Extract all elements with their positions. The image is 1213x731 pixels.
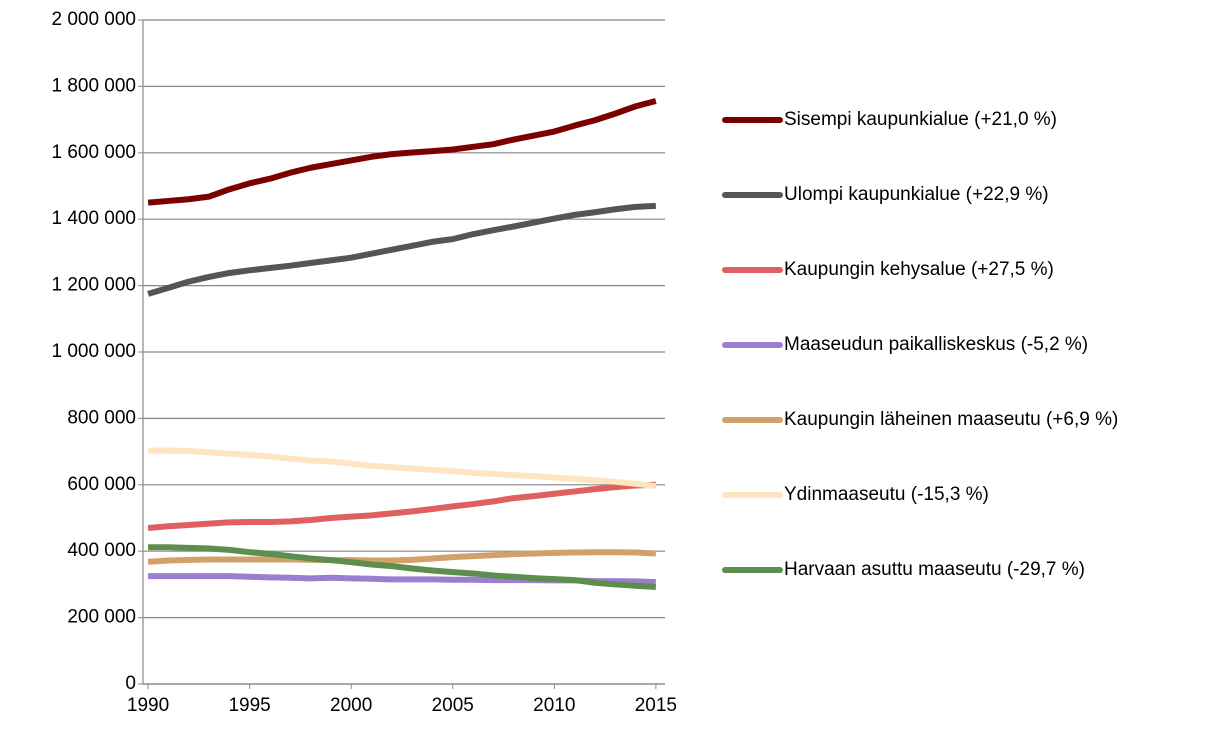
y-tick-label: 800 000	[67, 407, 136, 428]
y-tick-label: 1 600 000	[51, 142, 136, 163]
y-tick-label: 600 000	[67, 474, 136, 495]
x-tick-label: 2000	[330, 695, 372, 716]
legend-label: Ydinmaaseutu (-15,3 %)	[784, 484, 989, 505]
x-tick-label: 2010	[533, 695, 575, 716]
series-line	[147, 98, 657, 206]
y-tick-label: 1 800 000	[51, 75, 136, 96]
series-line	[147, 481, 656, 531]
y-tick-label: 1 000 000	[51, 341, 136, 362]
legend-label: Kaupungin läheinen maaseutu (+6,9 %)	[784, 409, 1118, 430]
y-tick-label: 400 000	[67, 540, 136, 561]
y-tick-label: 0	[125, 673, 136, 694]
y-tick-label: 1 200 000	[51, 275, 136, 296]
x-tick-label: 1995	[228, 695, 270, 716]
legend-label: Kaupungin kehysalue (+27,5 %)	[784, 259, 1054, 280]
legend-label: Harvaan asuttu maaseutu (-29,7 %)	[784, 559, 1085, 580]
x-tick-label: 1990	[127, 695, 169, 716]
x-tick-label: 2005	[432, 695, 474, 716]
y-tick-label: 2 000 000	[51, 9, 136, 30]
legend-label: Ulompi kaupunkialue (+22,9 %)	[784, 184, 1049, 205]
x-tick-label: 2015	[635, 695, 677, 716]
legend-label: Sisempi kaupunkialue (+21,0 %)	[784, 109, 1057, 130]
series-line	[148, 447, 657, 490]
y-tick-label: 200 000	[67, 607, 136, 628]
series-line	[148, 544, 657, 591]
legend-label: Maaseudun paikalliskeskus (-5,2 %)	[784, 334, 1088, 355]
series-line	[147, 549, 657, 565]
y-tick-label: 1 400 000	[51, 208, 136, 229]
series-line	[147, 202, 657, 297]
